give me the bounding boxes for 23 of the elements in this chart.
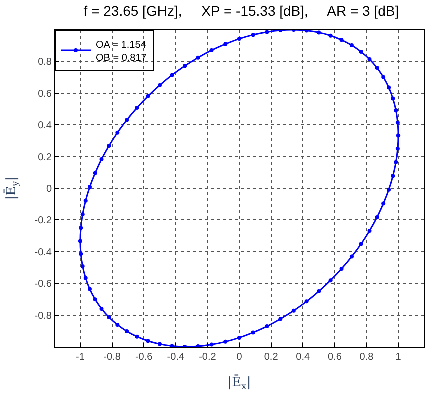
- x-tick-label: 0.2: [264, 352, 279, 363]
- y-tick-label: -0.2: [34, 216, 52, 227]
- x-tick-label: 0: [236, 352, 243, 363]
- x-tick-label: -0.8: [104, 352, 122, 363]
- x-tick-label: 1: [396, 352, 402, 363]
- y-tick-label: -0.6: [34, 279, 52, 290]
- x-tick-label: 0.4: [296, 352, 311, 363]
- x-tick-label: -1: [76, 352, 86, 363]
- x-tick-label: 0.6: [328, 352, 342, 363]
- y-tick-label: 0.2: [38, 152, 52, 164]
- y-tick-label: -0.8: [34, 310, 52, 322]
- chart-title: f = 23.65 [GHz], XP = -15.33 [dB], AR = 3 [dB]: [84, 2, 400, 19]
- x-tick-label: -0.2: [199, 352, 217, 363]
- y-tick-label: -0.4: [34, 247, 52, 258]
- x-tick-label: 0.8: [360, 352, 374, 363]
- y-tick-label: 0.6: [38, 88, 52, 100]
- x-tick-label: -0.4: [167, 352, 185, 363]
- legend-label: OA = 1.154 OB = 0.817: [96, 40, 148, 64]
- y-tick-label: 0.8: [38, 57, 52, 68]
- x-axis-title: |Ē$_{x}$|: [228, 374, 252, 392]
- x-tick-label: -0.6: [135, 352, 154, 363]
- y-tick-label: 0: [46, 184, 52, 195]
- y-tick-label: 0.4: [38, 120, 52, 132]
